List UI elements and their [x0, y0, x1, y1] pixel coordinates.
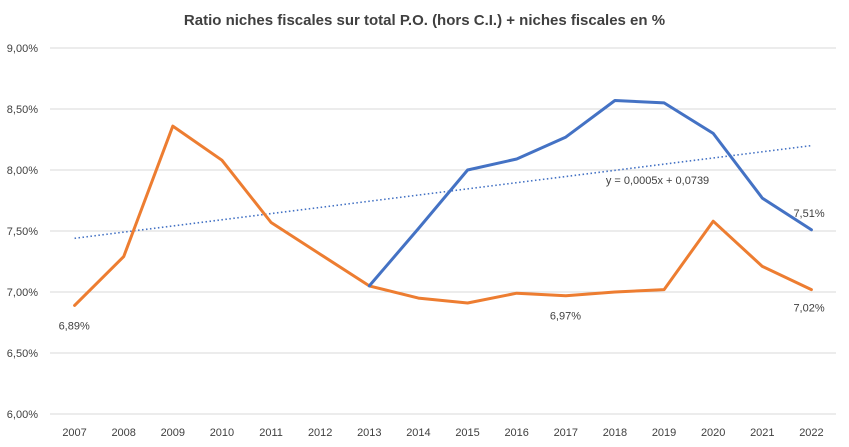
data-label: 7,51% [793, 208, 824, 220]
y-tick-label: 8,00% [7, 165, 38, 177]
y-tick-label: 6,50% [7, 348, 38, 360]
series-line-1 [367, 99, 813, 288]
x-tick-label: 2010 [210, 427, 234, 439]
y-tick-label: 7,50% [7, 226, 38, 238]
x-tick-label: 2016 [504, 427, 528, 439]
x-tick-label: 2014 [406, 427, 430, 439]
x-tick-label: 2011 [259, 427, 283, 439]
trendline [74, 144, 812, 240]
x-tick-label: 2007 [62, 427, 86, 439]
x-tick-label: 2019 [652, 427, 676, 439]
x-tick-label: 2008 [111, 427, 135, 439]
x-tick-label: 2020 [701, 427, 725, 439]
x-tick-label: 2018 [603, 427, 627, 439]
data-label: 6,97% [550, 311, 581, 323]
chart-title: Ratio niches fiscales sur total P.O. (ho… [183, 12, 666, 29]
x-tick-label: 2017 [554, 427, 578, 439]
x-tick-label: 2012 [308, 427, 332, 439]
data-label: 7,02% [793, 303, 824, 315]
x-tick-label: 2021 [750, 427, 774, 439]
x-tick-label: 2015 [455, 427, 479, 439]
y-tick-label: 8,50% [7, 104, 38, 116]
data-label: 6,89% [59, 320, 90, 332]
y-tick-label: 7,00% [7, 287, 38, 299]
y-tick-label: 9,00% [7, 43, 38, 55]
y-tick-label: 6,00% [7, 409, 38, 421]
x-tick-label: 2022 [799, 427, 823, 439]
x-tick-label: 2013 [357, 427, 381, 439]
series-line-2 [73, 124, 813, 307]
x-tick-label: 2009 [161, 427, 185, 439]
trendline-equation: y = 0,0005x + 0,0739 [606, 175, 709, 187]
